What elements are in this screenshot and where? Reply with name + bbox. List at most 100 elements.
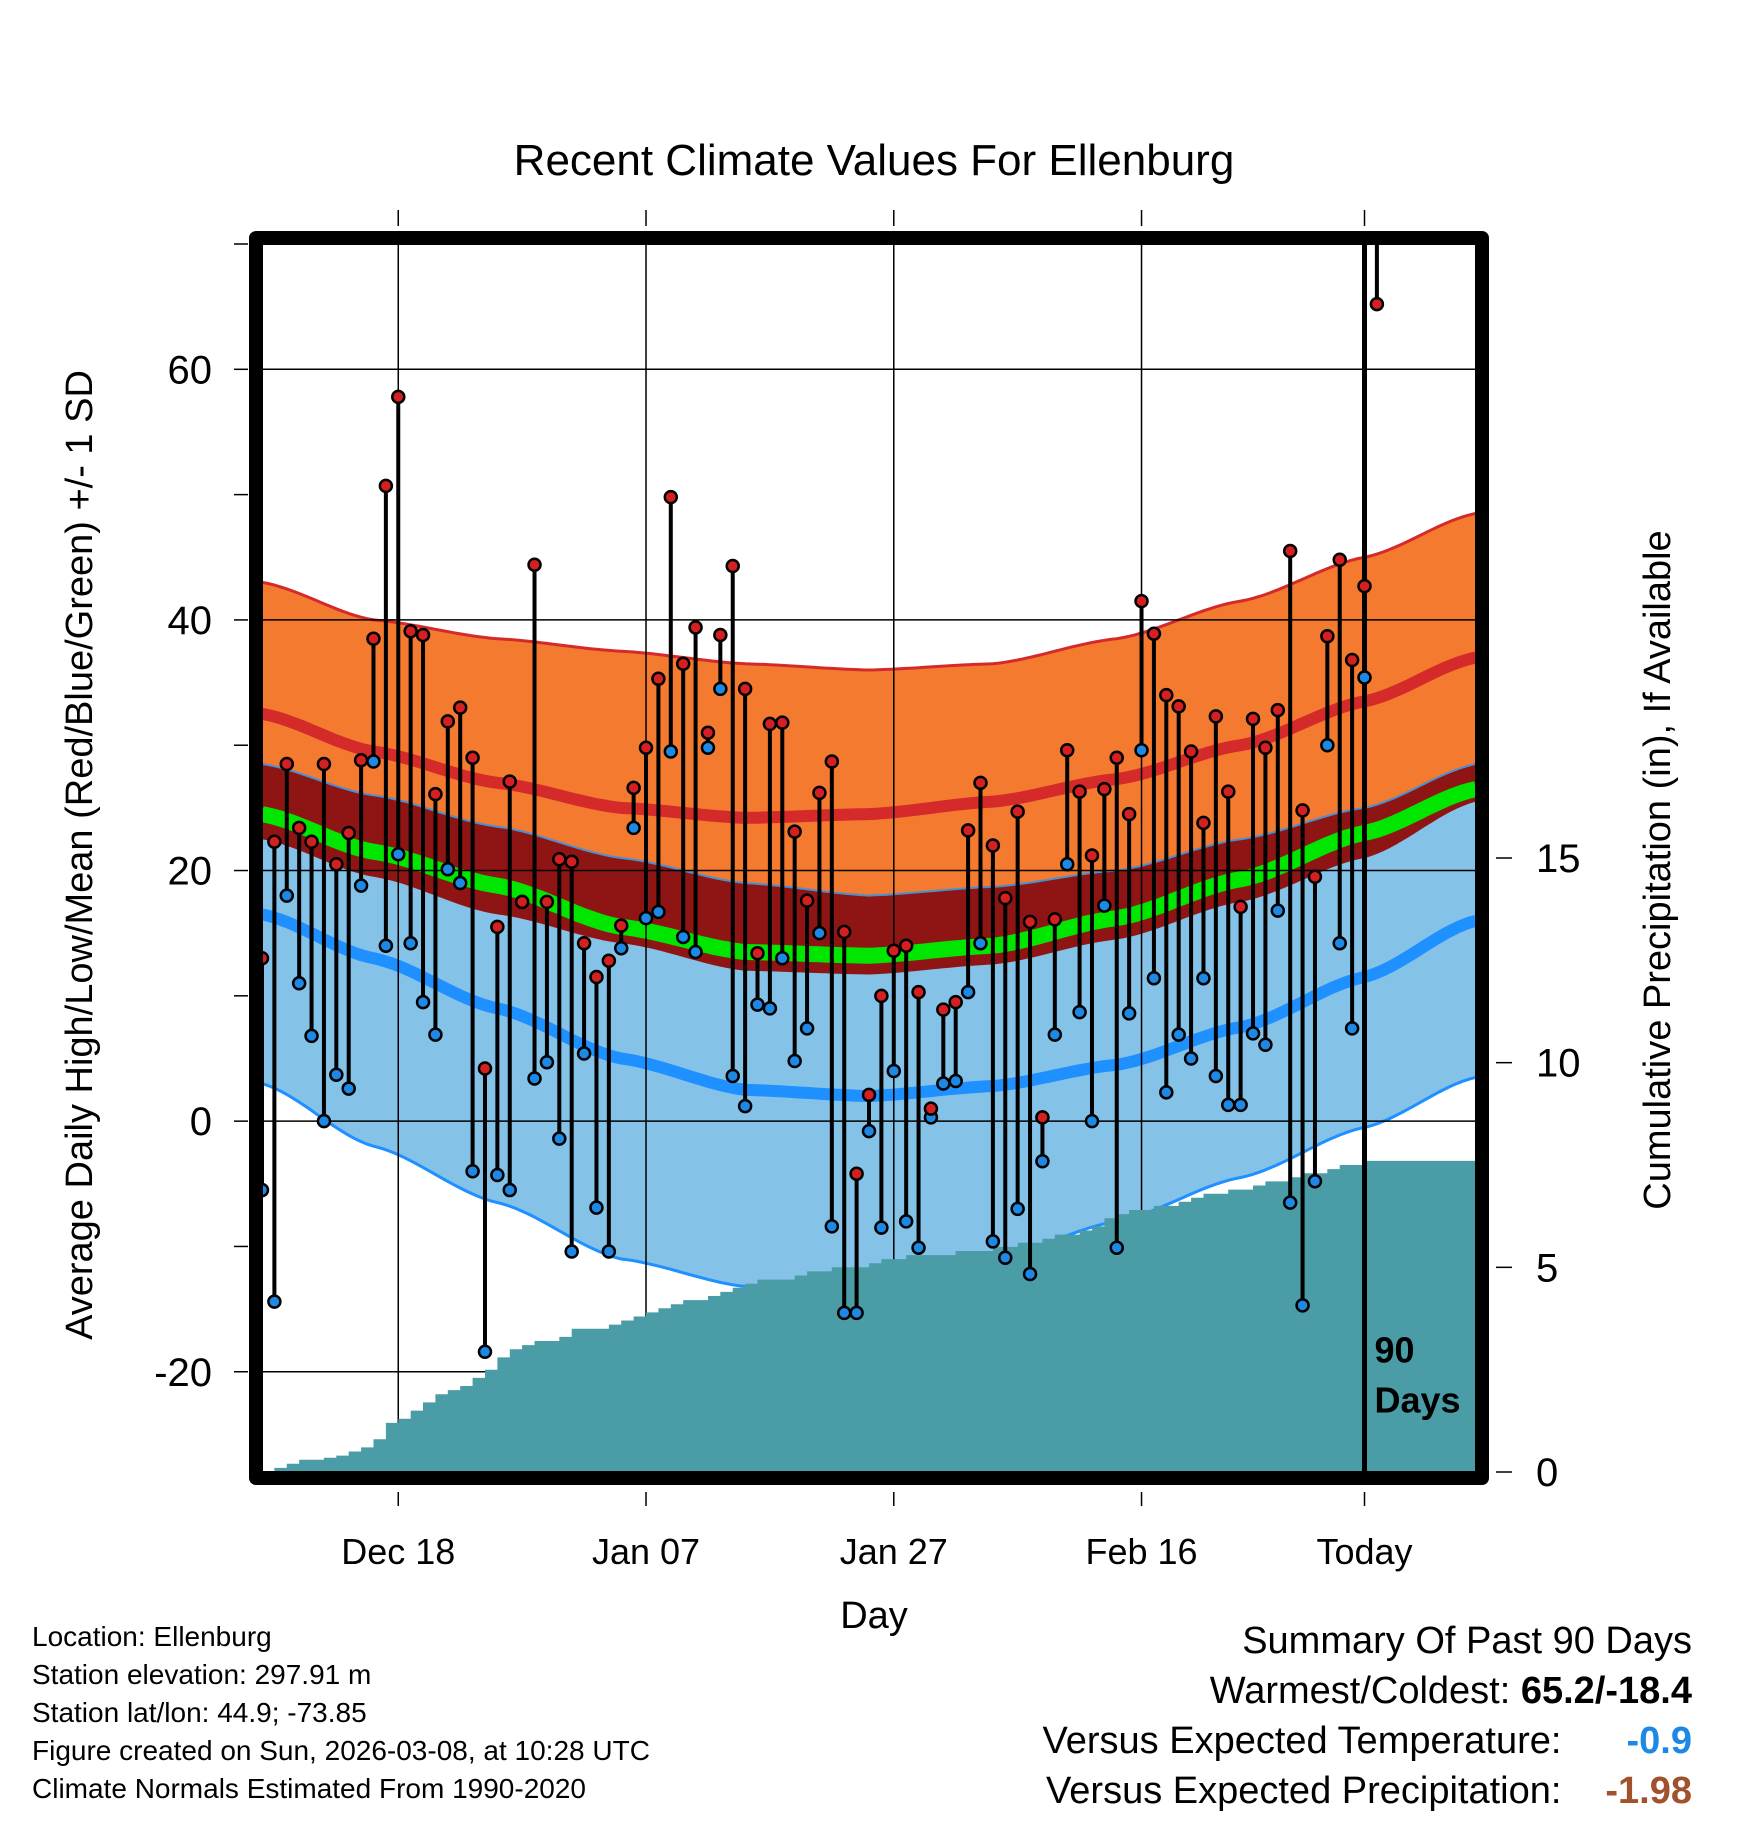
latlon-text: Station lat/lon: 44.9; -73.85 bbox=[32, 1697, 367, 1728]
daily-high-point bbox=[1171, 699, 1186, 714]
daily-high-point bbox=[973, 775, 988, 791]
daily-low-point bbox=[960, 984, 976, 1000]
daily-low-point bbox=[262, 1182, 270, 1198]
daily-low-point bbox=[812, 925, 827, 941]
x-tick-label: Today bbox=[1316, 1531, 1412, 1572]
daily-low-point bbox=[477, 1344, 493, 1359]
y2-tick-label: 5 bbox=[1536, 1246, 1558, 1290]
daily-high-point bbox=[527, 557, 542, 573]
precip-label: Versus Expected Precipitation: bbox=[1046, 1770, 1562, 1812]
daily-low-point bbox=[1208, 1068, 1224, 1084]
daily-high-point bbox=[1332, 552, 1347, 568]
created-text: Figure created on Sun, 2026-03-08, at 10… bbox=[32, 1735, 650, 1766]
station-info: Location: Ellenburg Station elevation: 2… bbox=[32, 1618, 650, 1808]
daily-low-point bbox=[836, 1305, 852, 1321]
daily-high-point bbox=[415, 627, 431, 643]
daily-low-point bbox=[1245, 1026, 1261, 1041]
daily-low-point bbox=[1146, 971, 1162, 986]
daily-low-point bbox=[874, 1220, 889, 1235]
daily-high-point bbox=[576, 935, 592, 951]
daily-low-point bbox=[428, 1027, 443, 1042]
daily-low-point bbox=[1220, 1097, 1236, 1113]
warm-cold-value: 65.2/-18.4 bbox=[1520, 1670, 1692, 1712]
daily-low-point bbox=[576, 1046, 592, 1061]
summary-warm-cold: Warmest/Coldest: 65.2/-18.4 bbox=[1043, 1666, 1692, 1716]
daily-low-point bbox=[898, 1214, 914, 1229]
daily-low-point bbox=[601, 1244, 617, 1259]
daily-high-point bbox=[552, 852, 567, 867]
daily-low-point bbox=[415, 994, 431, 1010]
daily-high-point bbox=[638, 740, 654, 755]
temp-value: -0.9 bbox=[1626, 1720, 1692, 1762]
daily-high-point bbox=[1208, 709, 1224, 724]
daily-low-point bbox=[1295, 1298, 1310, 1313]
daily-high-point bbox=[985, 838, 1001, 853]
daily-low-point bbox=[1258, 1037, 1273, 1052]
x-tick-label: Feb 16 bbox=[1085, 1531, 1197, 1572]
daily-low-point bbox=[1022, 1266, 1038, 1282]
y-tick-label: 0 bbox=[190, 1100, 212, 1144]
daily-low-point bbox=[304, 1028, 319, 1044]
daily-high-point bbox=[465, 750, 480, 766]
daily-high-point bbox=[316, 756, 332, 772]
daily-high-point bbox=[1369, 296, 1385, 312]
daily-low-point bbox=[527, 1071, 542, 1086]
daily-high-point bbox=[998, 890, 1013, 906]
today-days-label: Days bbox=[1375, 1380, 1461, 1421]
daily-high-point bbox=[353, 753, 369, 768]
daily-high-point bbox=[440, 714, 456, 729]
daily-low-point bbox=[1047, 1027, 1063, 1042]
daily-high-point bbox=[688, 620, 703, 635]
x-tick-label: Jan 27 bbox=[840, 1531, 948, 1572]
daily-high-point bbox=[1059, 742, 1075, 758]
daily-low-point bbox=[267, 1294, 282, 1309]
chart-title: Recent Climate Values For Ellenburg bbox=[514, 136, 1235, 185]
temp-label: Versus Expected Temperature: bbox=[1042, 1720, 1562, 1762]
daily-low-point bbox=[626, 820, 641, 836]
daily-low-point bbox=[378, 938, 394, 953]
daily-high-point bbox=[874, 988, 889, 1004]
daily-low-point bbox=[1084, 1113, 1100, 1129]
plot-inner: 90 Days bbox=[262, 244, 1476, 1472]
daily-low-point bbox=[613, 940, 629, 956]
daily-high-point bbox=[378, 478, 394, 494]
summary-panel: Summary Of Past 90 Days Warmest/Coldest:… bbox=[1043, 1616, 1692, 1816]
daily-high-point bbox=[1183, 744, 1199, 759]
daily-low-point bbox=[1121, 1006, 1137, 1021]
daily-high-point bbox=[279, 756, 295, 772]
daily-low-point bbox=[762, 1001, 778, 1016]
daily-high-point bbox=[663, 489, 679, 505]
daily-high-point bbox=[1146, 626, 1162, 641]
daily-high-point bbox=[564, 854, 579, 870]
x-axis-label: Day bbox=[840, 1595, 908, 1637]
daily-high-point bbox=[923, 1101, 939, 1116]
daily-low-point bbox=[985, 1234, 1001, 1249]
daily-high-point bbox=[366, 631, 381, 646]
daily-low-point bbox=[651, 904, 666, 920]
daily-high-point bbox=[725, 558, 740, 574]
daily-high-point bbox=[1097, 781, 1112, 797]
daily-low-point bbox=[1134, 742, 1149, 758]
daily-high-point bbox=[267, 834, 282, 849]
elevation-text: Station elevation: 297.91 m bbox=[32, 1659, 372, 1690]
daily-low-point bbox=[799, 1021, 815, 1036]
daily-low-point bbox=[452, 875, 468, 891]
daily-high-point bbox=[849, 1166, 864, 1182]
daily-high-point bbox=[626, 780, 641, 796]
daily-high-point bbox=[502, 774, 518, 789]
daily-high-point bbox=[861, 1087, 877, 1103]
daily-low-point bbox=[824, 1219, 840, 1234]
daily-low-point bbox=[849, 1305, 864, 1321]
daily-low-point bbox=[1344, 1021, 1360, 1036]
daily-high-point bbox=[291, 820, 307, 836]
precip-value: -1.98 bbox=[1605, 1770, 1692, 1812]
daily-high-point bbox=[1282, 543, 1298, 559]
daily-low-point bbox=[948, 1073, 963, 1089]
daily-low-point bbox=[403, 935, 418, 951]
daily-high-point bbox=[477, 1061, 493, 1076]
daily-high-point bbox=[428, 786, 443, 802]
y2-tick-label: 10 bbox=[1536, 1042, 1581, 1086]
daily-low-point bbox=[391, 846, 406, 862]
daily-low-point bbox=[1171, 1027, 1186, 1042]
